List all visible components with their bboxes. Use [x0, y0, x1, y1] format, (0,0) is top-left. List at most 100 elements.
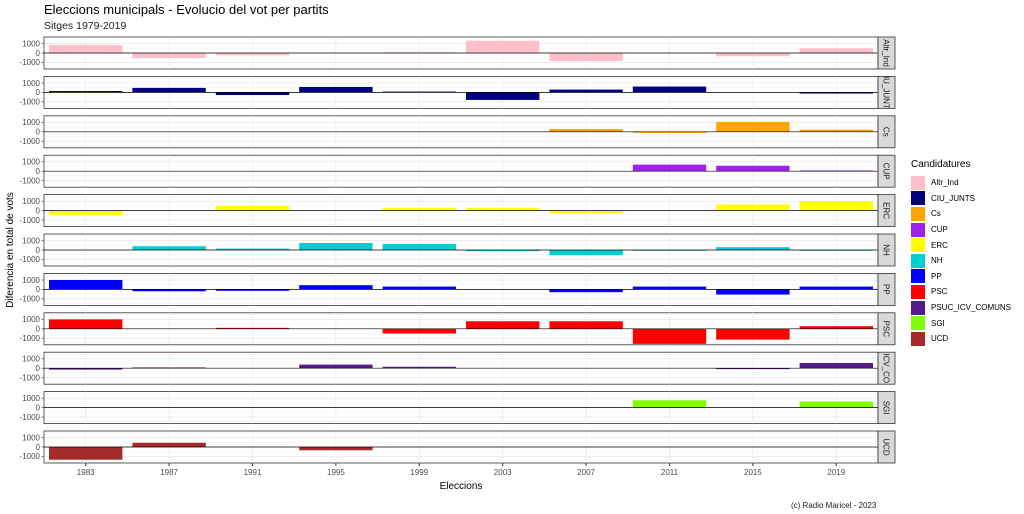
x-tick-label: 1999 — [410, 468, 428, 477]
bar-psc-2007 — [549, 321, 623, 329]
y-tick-label: 0 — [36, 49, 41, 58]
bar-psc-1999 — [382, 328, 456, 334]
y-tick-label: 1000 — [22, 315, 40, 324]
facet-strip — [877, 272, 896, 306]
chart-subtitle: Sitges 1979-2019 — [44, 20, 127, 32]
bar-cs-2019 — [799, 129, 873, 132]
bar-altr_ind-1987 — [132, 53, 206, 59]
y-tick-label: -1000 — [20, 413, 41, 422]
x-tick-label: 1991 — [244, 468, 262, 477]
y-tick-label: 0 — [36, 128, 41, 137]
facet-strip — [877, 154, 896, 188]
bar-pp-2015 — [716, 289, 790, 295]
bar-ciu_junts-1983 — [49, 90, 123, 93]
bar-cs-2007 — [549, 128, 623, 132]
bar-cs-2015 — [716, 121, 790, 132]
bar-nh-1999 — [382, 243, 456, 250]
facet-strip-label: NH — [882, 244, 891, 256]
bar-sgi-2011 — [632, 400, 707, 408]
bar-erc-2003 — [466, 207, 540, 211]
bar-psc-1983 — [49, 319, 123, 329]
bar-altr_ind-1983 — [49, 45, 123, 53]
bar-psc-2011 — [632, 328, 707, 344]
bar-ciu_junts-2019 — [799, 92, 873, 94]
x-tick-label: 2011 — [661, 468, 679, 477]
facet-strip — [877, 312, 896, 346]
y-tick-label: 1000 — [22, 39, 40, 48]
legend-swatch — [911, 284, 925, 299]
legend-label: Cs — [931, 209, 941, 219]
bar-pp-1983 — [49, 279, 123, 290]
y-tick-label: 1000 — [22, 236, 40, 245]
bar-nh-2011 — [632, 250, 707, 251]
y-tick-label: 0 — [36, 167, 41, 176]
facet-strip-label: CUP — [882, 163, 891, 180]
facet-strip-label: PSC — [882, 321, 891, 338]
legend-item-cs: Cs — [911, 206, 1011, 222]
bar-ciu_junts-1999 — [382, 91, 456, 93]
bar-ciu_junts-1991 — [215, 92, 290, 96]
y-tick-label: -1000 — [20, 295, 41, 304]
bar-cup-2015 — [716, 165, 790, 172]
legend-label: PSC — [931, 287, 948, 297]
y-tick-label: 0 — [36, 285, 41, 294]
bar-altr_ind-2019 — [799, 48, 873, 53]
bar-nh-2007 — [549, 250, 623, 256]
y-tick-label: 1000 — [22, 197, 40, 206]
bar-psuc_icv_comuns-1987 — [132, 367, 206, 369]
y-tick-label: 1000 — [22, 394, 40, 403]
legend: Candidatures Altr_Ind CIU_JUNTS Cs CUP ERC NH… — [911, 159, 1011, 347]
legend-label: PP — [931, 271, 942, 281]
bar-erc-1983 — [49, 210, 123, 215]
legend-swatch — [911, 238, 925, 253]
x-tick-label: 2019 — [827, 468, 845, 477]
x-tick-label: 1983 — [77, 468, 95, 477]
legend-label: PSUC_ICV_COMUNS — [931, 303, 1012, 313]
bar-ucd-1995 — [299, 447, 373, 451]
caption: (c) Radio Maricel - 2023 — [791, 501, 877, 510]
bar-cup-2019 — [799, 170, 873, 172]
legend-item-ucd: UCD — [911, 331, 1011, 347]
bar-erc-2019 — [799, 201, 873, 211]
y-tick-label: 1000 — [22, 355, 40, 364]
bar-altr_ind-2015 — [716, 53, 790, 57]
y-tick-label: 1000 — [22, 276, 40, 285]
x-tick-label: 2015 — [744, 468, 762, 477]
bar-pp-2011 — [632, 286, 707, 290]
y-tick-label: -1000 — [20, 255, 41, 264]
bar-psuc_icv_comuns-1983 — [49, 368, 123, 370]
legend-item-cup: CUP — [911, 222, 1011, 238]
bar-ciu_junts-2003 — [466, 92, 540, 100]
x-tick-label: 1987 — [160, 468, 178, 477]
y-tick-label: -1000 — [20, 373, 41, 382]
y-tick-label: -1000 — [20, 58, 41, 67]
legend-swatch — [911, 222, 925, 237]
legend-item-ciu_junts: CIU_JUNTS — [911, 191, 1011, 207]
bar-pp-1991 — [215, 289, 290, 291]
bar-pp-1987 — [132, 289, 206, 292]
bar-psuc_icv_comuns-1999 — [382, 366, 456, 369]
x-tick-label: 1995 — [327, 468, 345, 477]
bar-nh-1987 — [132, 246, 206, 250]
x-axis-label: Eleccions — [440, 481, 483, 492]
y-tick-label: 1000 — [22, 433, 40, 442]
facet-strip — [877, 36, 896, 70]
bar-pp-2007 — [549, 289, 623, 293]
y-tick-label: 0 — [36, 246, 41, 255]
legend-items: Altr_Ind CIU_JUNTS Cs CUP ERC NH PP PSC PSUC_ICV… — [911, 175, 1011, 347]
legend-label: CIU_JUNTS — [931, 193, 976, 203]
bar-erc-2015 — [716, 204, 790, 211]
legend-item-erc: ERC — [911, 237, 1011, 253]
bar-sgi-2019 — [799, 401, 873, 408]
bar-nh-2003 — [466, 250, 540, 252]
legend-swatch — [911, 300, 925, 315]
legend-swatch — [911, 206, 925, 221]
bar-cup-2011 — [632, 164, 707, 172]
bar-nh-1991 — [215, 248, 290, 250]
bar-psc-1991 — [215, 327, 290, 329]
